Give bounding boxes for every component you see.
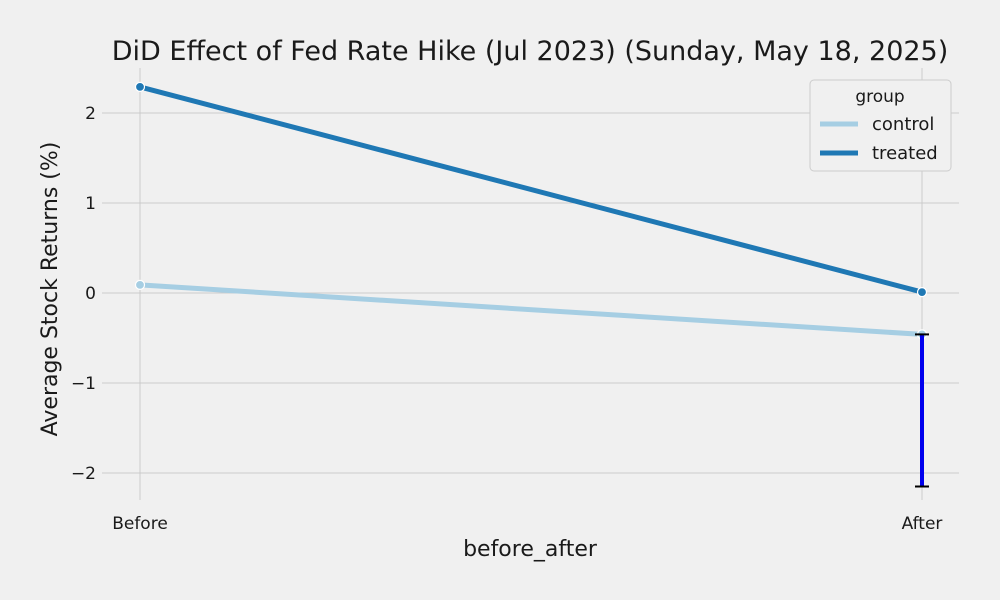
y-tick-label: 0 — [85, 284, 96, 304]
legend: group control treated — [809, 79, 952, 172]
annotation-layer — [915, 333, 929, 488]
chart-title: DiD Effect of Fed Rate Hike (Jul 2023) (… — [112, 36, 949, 67]
x-tick-label: After — [902, 514, 943, 534]
legend-title: group — [855, 87, 904, 107]
legend-label-control: control — [872, 114, 934, 135]
legend-label-treated: treated — [872, 143, 938, 164]
legend-box — [809, 79, 952, 172]
y-tick-label: −2 — [71, 464, 96, 484]
series-line-control — [137, 282, 925, 337]
tick-labels: −2 −1 0 1 2 Before After — [71, 104, 942, 534]
data-point-treated — [134, 81, 146, 93]
x-tick-label: Before — [112, 514, 168, 534]
y-axis-label: Average Stock Returns (%) — [38, 142, 63, 437]
data-point-control — [134, 279, 146, 290]
series-line-treated — [137, 84, 925, 295]
x-axis-label: before_after — [463, 537, 598, 562]
data-point-treated — [916, 287, 928, 298]
y-tick-label: −1 — [71, 374, 96, 394]
y-tick-label: 1 — [85, 194, 96, 214]
y-tick-label: 2 — [85, 104, 96, 124]
